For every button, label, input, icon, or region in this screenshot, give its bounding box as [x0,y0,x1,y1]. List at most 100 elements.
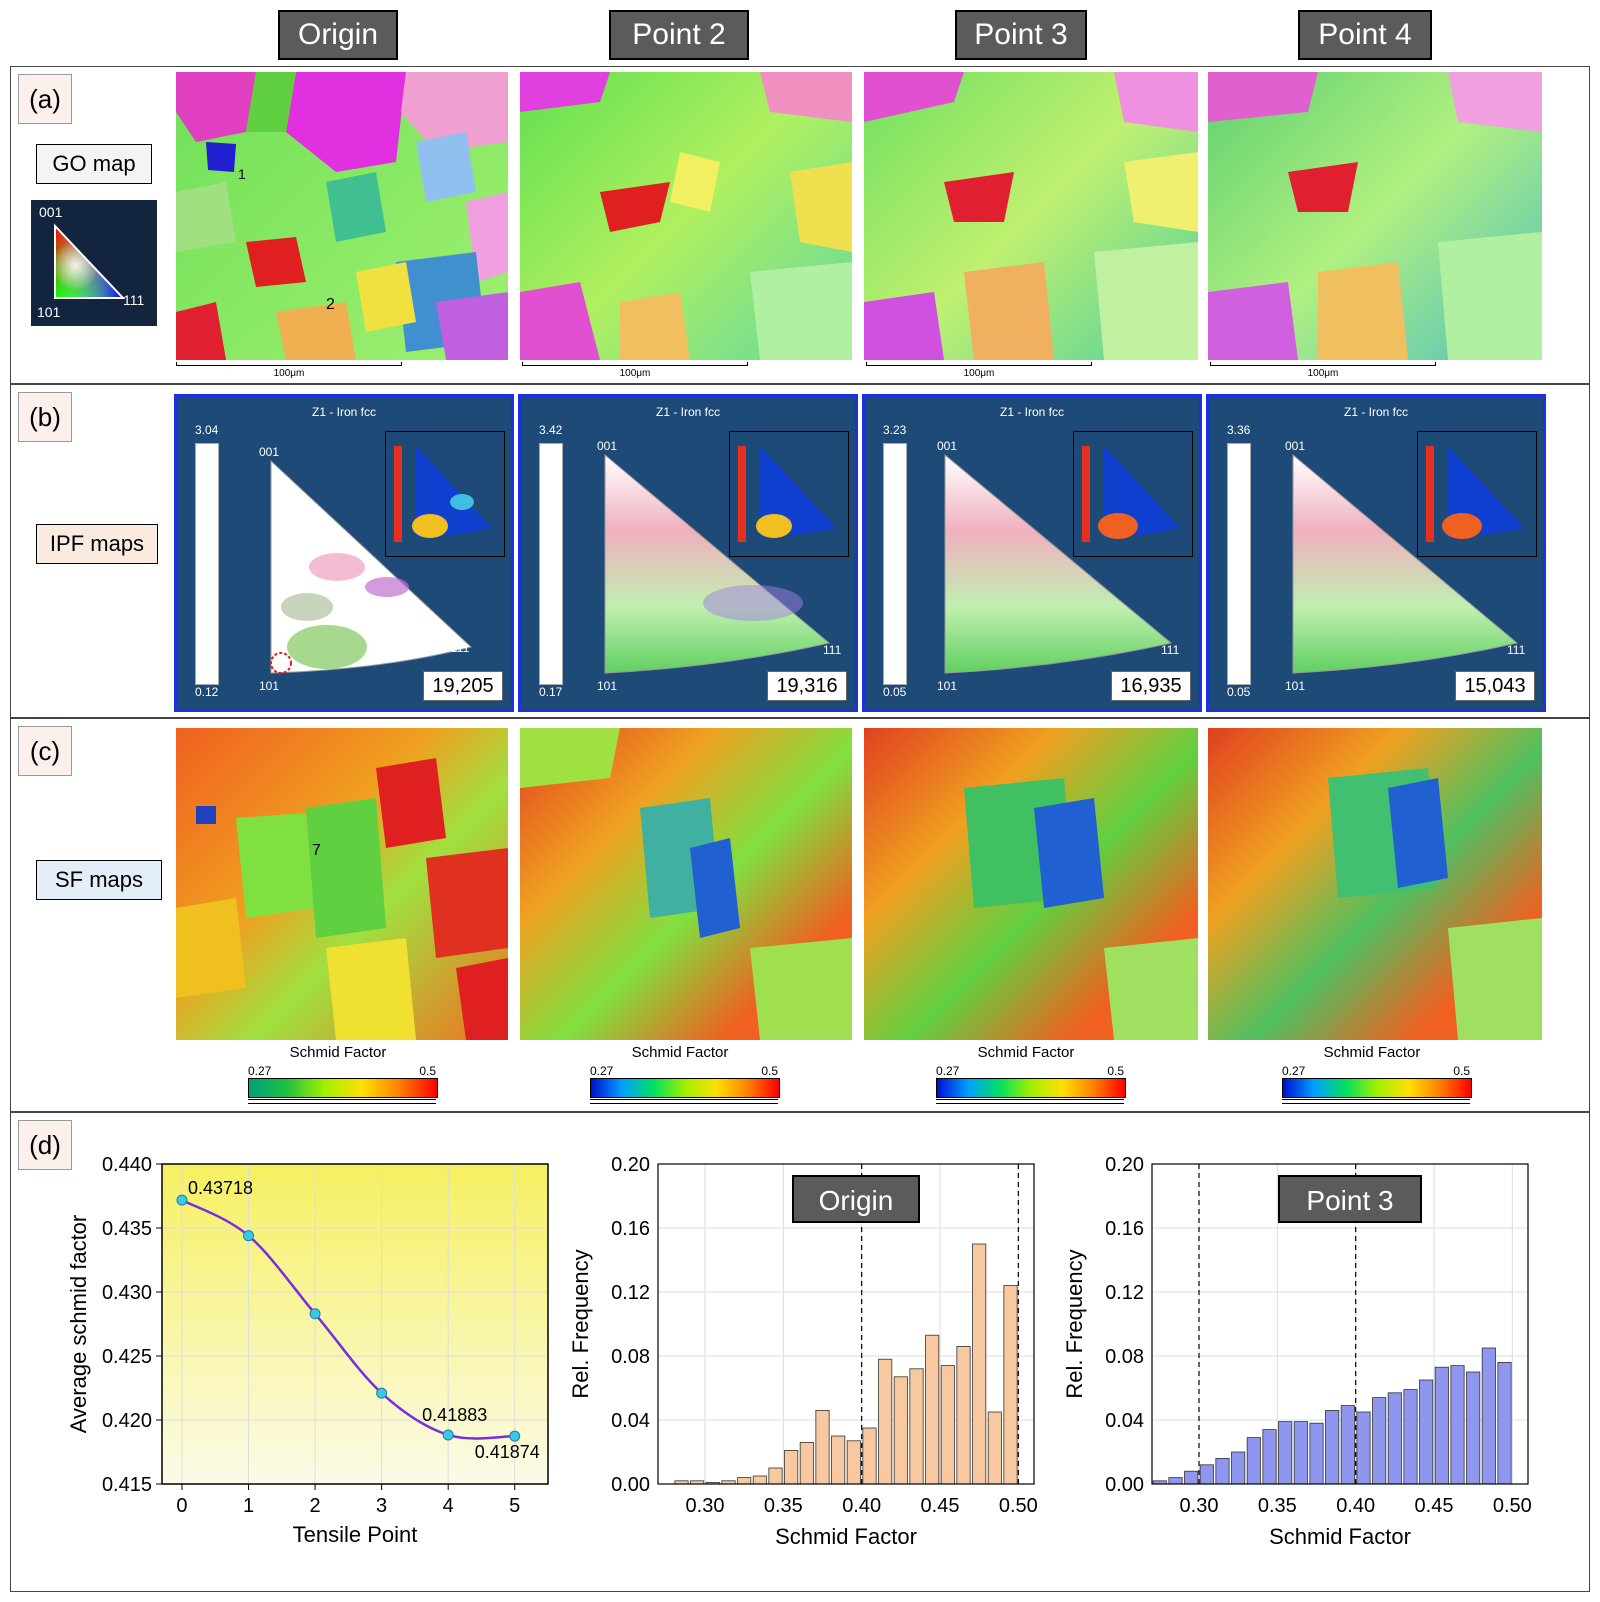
plot-area [162,1164,548,1484]
ipf-count: 19,205 [423,671,503,701]
histogram-bar [1278,1421,1293,1485]
ipf-min: 0.05 [1227,685,1251,699]
sf-map-point-4 [1208,728,1542,1040]
y-axis-label: Rel. Frequency [568,1249,593,1398]
grain-label-7: 7 [312,842,321,859]
y-tick-label: 0.20 [611,1154,650,1176]
histogram-bar [940,1365,955,1485]
chart-title: Point 3 [1306,1185,1393,1216]
header-origin: Origin [278,10,398,60]
key-label-111: 111 [123,292,145,308]
x-tick-label: 2 [310,1495,321,1517]
ipf-colorbar [883,443,907,685]
histogram-bar [1434,1366,1449,1485]
plot-frame [657,1163,1035,1485]
histogram-bar [909,1368,924,1485]
y-tick-label: 0.04 [1105,1410,1144,1432]
ipf-count: 15,043 [1455,671,1535,701]
scale-bar-point-2: 100μm [522,362,748,382]
x-tick-label: 0.40 [842,1495,881,1517]
y-tick-label: 0.12 [611,1282,650,1304]
sf-legend-origin: Schmid Factor 0.27 0.5 [238,1044,438,1114]
x-tick-label: 0.30 [686,1495,725,1517]
sf-legend-point-3: Schmid Factor 0.27 0.5 [926,1044,1126,1114]
histogram-bar [784,1449,799,1485]
y-tick-label: 0.16 [611,1218,650,1240]
histogram-bar [1419,1379,1434,1485]
histogram-bar [1199,1464,1214,1485]
histogram-bar [846,1440,861,1485]
ipf-inset [729,431,849,557]
x-tick-label: 0.50 [1493,1495,1532,1517]
chart-title: Origin [819,1185,894,1216]
ipf-inset [1073,431,1193,557]
ipf-inset [1417,431,1537,557]
ipf-triangle [944,453,1173,674]
histogram-bar [1497,1361,1512,1485]
histogram-bar [1168,1477,1183,1485]
histogram-bar [1003,1285,1018,1485]
y-axis-label: Rel. Frequency [1062,1249,1087,1398]
x-axis-label: Schmid Factor [1269,1524,1411,1549]
ipf-max: 3.23 [883,423,907,437]
x-tick-label: 0.50 [999,1495,1038,1517]
histogram-bar [987,1411,1002,1485]
ipf-min: 0.05 [883,685,907,699]
y-tick-label: 0.16 [1105,1218,1144,1240]
ipf-map-point-2: Z1 - Iron fcc 3.42 0.17 001 101 111 19,3… [518,394,858,712]
y-tick-label: 0.12 [1105,1282,1144,1304]
ipf-map-point-4: Z1 - Iron fcc 3.36 0.05 001 101 111 15,0… [1206,394,1546,712]
histogram-bar [1309,1422,1324,1485]
x-tick-label: 0.40 [1336,1495,1375,1517]
data-label: 0.43718 [188,1178,253,1198]
sf-map-point-2 [520,728,852,1040]
ipf-min: 0.17 [539,685,563,699]
ipf-map-point-3: Z1 - Iron fcc 3.23 0.05 001 101 111 16,9… [862,394,1202,712]
x-tick-label: 3 [376,1495,387,1517]
ipf-triangle [604,453,831,674]
histogram-bar [1231,1451,1246,1485]
plot-frame [1151,1163,1529,1485]
histogram-bar [831,1435,846,1485]
x-tick-label: 0 [176,1495,187,1517]
histogram-bar [1403,1389,1418,1485]
chart-average-schmid-factor: 0.415 0.420 0.425 0.430 0.435 0.440 0 1 2 3 4 5 0.43… [66,1154,549,1547]
ipf-count: 19,316 [767,671,847,701]
y-tick-label: 0.00 [611,1474,650,1496]
y-tick-label: 0.08 [611,1346,650,1368]
ipf-colorbar [195,443,219,685]
histogram-bar [815,1409,830,1485]
go-map-point-3 [864,72,1198,360]
key-label-001: 001 [39,204,63,220]
chart-histogram-point-3: 0.00 0.04 0.08 0.12 0.16 0.20 0.30 0.35 0.40 0.45… [1062,1154,1532,1549]
x-tick-label: 0.45 [1415,1495,1454,1517]
header-point-3: Point 3 [955,10,1087,60]
histogram-bar [925,1334,940,1485]
scale-bar-point-4: 100μm [1210,362,1436,382]
chart-title-box [1278,1175,1422,1223]
go-map-point-2 [520,72,852,360]
x-tick-label: 4 [443,1495,454,1517]
x-tick-label: 0.35 [764,1495,803,1517]
data-point [243,1230,255,1242]
grain-label-1: 1 [238,166,246,182]
ipf-color-key: 001 101 111 [31,200,157,326]
chart-histogram-origin: 0.00 0.04 0.08 0.12 0.16 0.20 0.30 0.35 0.40 0.45… [568,1154,1038,1549]
histogram-bar [1372,1397,1387,1485]
histogram-bar [737,1477,752,1485]
histogram-bar [1184,1470,1199,1485]
go-map-origin: 1 2 [176,72,508,360]
histogram-bar [1262,1429,1277,1485]
histogram-bar [1293,1421,1308,1485]
data-point [309,1308,321,1320]
go-map-point-4 [1208,72,1542,360]
ipf-count: 16,935 [1111,671,1191,701]
scale-bar-origin: 100μm [176,362,402,382]
panel-c [10,718,1590,1112]
y-tick-label: 0.420 [102,1410,152,1432]
histogram-bar [799,1441,814,1485]
grain-label-2: 2 [326,296,335,313]
ipf-max: 3.36 [1227,423,1251,437]
ipf-colorbar [539,443,563,685]
sf-legend-point-4: Schmid Factor 0.27 0.5 [1272,1044,1472,1114]
